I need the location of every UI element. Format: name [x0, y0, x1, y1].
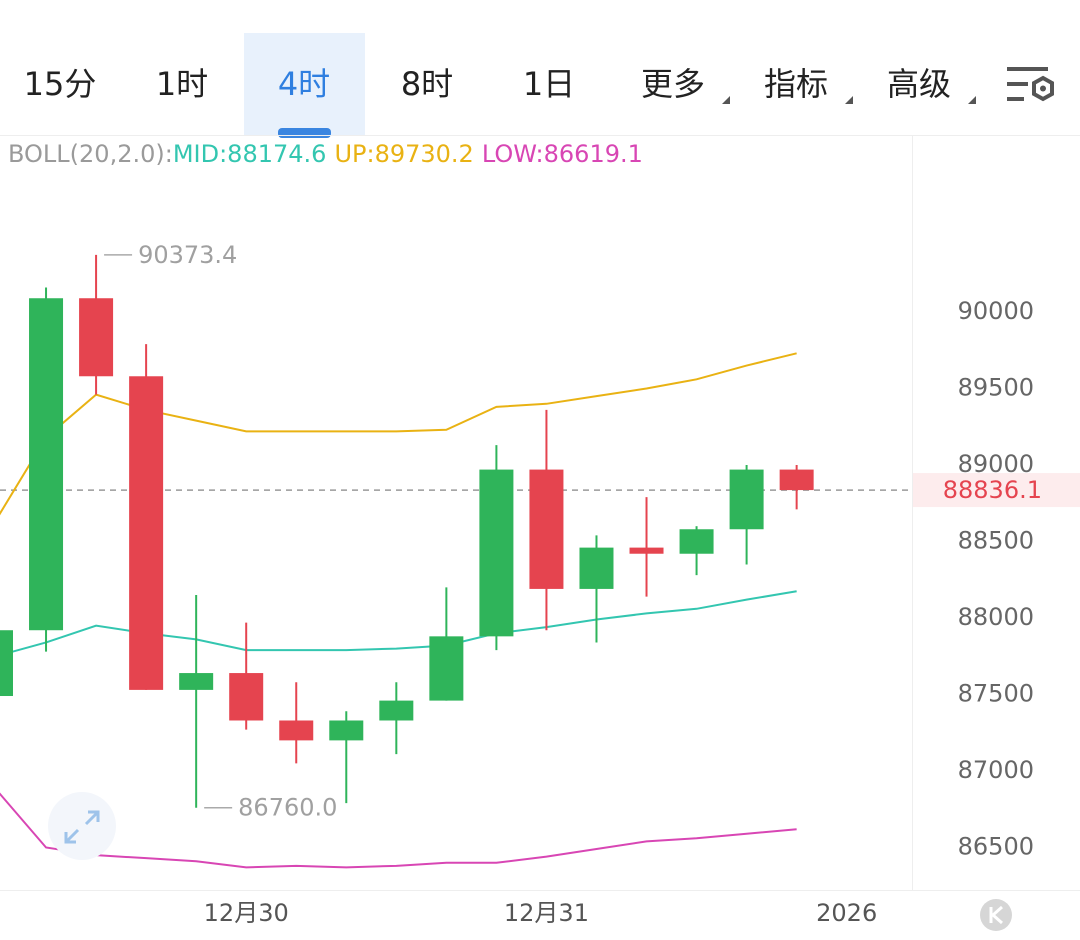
plot-area: 8650087000875008800088500890008950090000…: [0, 241, 1080, 927]
tab[interactable]: 8时: [401, 65, 453, 103]
tab[interactable]: 指标: [764, 65, 853, 104]
y-tick-label: 87500: [958, 679, 1034, 707]
y-tick-label: 86500: [958, 832, 1034, 860]
tab[interactable]: 更多: [641, 65, 730, 104]
expand-button[interactable]: [48, 792, 116, 860]
candle-body: [0, 630, 13, 697]
tab[interactable]: 4时: [244, 33, 365, 138]
tab-label: 15分: [24, 65, 97, 103]
tab-label: 8时: [401, 65, 453, 103]
tab[interactable]: 1日: [523, 65, 575, 103]
y-tick-label: 88000: [958, 603, 1034, 631]
band-line: [0, 792, 797, 869]
candle-body: [129, 376, 164, 690]
x-tick-label: 2026: [816, 899, 877, 927]
legend-entry: UP:89730.2: [334, 140, 473, 168]
tab-label: 1时: [156, 65, 208, 103]
x-tick-label: 12月31: [504, 899, 589, 927]
candle-body: [229, 673, 264, 721]
tab-label: 指标: [764, 65, 828, 103]
candle-body: [529, 469, 564, 589]
candle-body: [79, 298, 114, 377]
candle-body: [379, 700, 414, 721]
timeframe-tabs: 15分 1时 4时 8时 1日 更多 指标 高级: [24, 33, 976, 138]
legend-indicator: BOLL(20,2.0):: [8, 140, 173, 168]
x-tick-label: 12月30: [204, 899, 289, 927]
candle-body: [679, 529, 714, 554]
candle-body: [429, 636, 464, 701]
indicator-legend: BOLL(20,2.0):MID:88174.6 UP:89730.2 LOW:86…: [8, 140, 643, 168]
last-price-bg: [913, 473, 1080, 508]
tab-label: 4时: [278, 65, 330, 103]
tab-indicator: [278, 128, 331, 138]
candle-body: [629, 547, 664, 554]
y-tick-label: 89500: [958, 374, 1034, 402]
candle-body: [279, 720, 314, 741]
candle-body: [29, 298, 64, 631]
legend-entry: LOW:86619.1: [482, 140, 643, 168]
last-price-label: 88836.1: [943, 476, 1042, 504]
dropdown-arrow: [845, 96, 853, 104]
kline-button[interactable]: [980, 899, 1012, 931]
candle-body: [329, 720, 364, 741]
candle-body: [179, 673, 214, 690]
tab-label: 更多: [641, 65, 705, 103]
tab[interactable]: 15分: [24, 65, 97, 103]
tab-label: 高级: [887, 65, 951, 103]
settings-icon[interactable]: [1007, 67, 1054, 102]
y-tick-label: 88500: [958, 526, 1034, 554]
tab[interactable]: 高级: [887, 65, 976, 104]
dropdown-arrow: [722, 96, 730, 104]
annotation-label: 90373.4: [138, 241, 237, 269]
candle-body: [579, 547, 614, 589]
candle-body: [779, 469, 814, 491]
annotation-label: 86760.0: [238, 794, 337, 822]
dropdown-arrow: [968, 96, 976, 104]
tab-highlight: [244, 33, 365, 135]
tab[interactable]: 1时: [156, 65, 208, 103]
tab-label: 1日: [523, 65, 575, 103]
y-tick-label: 90000: [958, 297, 1034, 325]
y-tick-label: 87000: [958, 756, 1034, 784]
candle-body: [479, 469, 514, 637]
candle-body: [729, 469, 764, 530]
legend-entry: MID:88174.6: [173, 140, 327, 168]
